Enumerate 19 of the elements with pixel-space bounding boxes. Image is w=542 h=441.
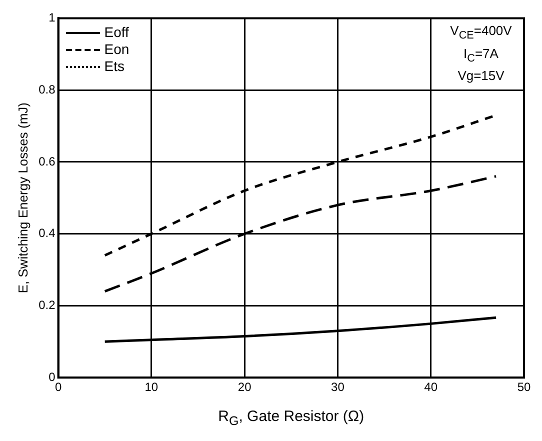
y-tick-label: 0.4: [38, 226, 56, 240]
annotation: I$_{C}$=7A: [462, 44, 500, 66]
x-tick-label: 10: [144, 380, 158, 394]
y-tick-label: 1: [48, 10, 56, 25]
x-tick-label: 50: [517, 380, 531, 394]
y-tick-label: 0.8: [38, 82, 56, 96]
x-tick-label: 20: [238, 380, 252, 394]
x-tick-label: 30: [331, 380, 345, 394]
y-tick-label: 0.6: [38, 154, 56, 168]
legend-label: Eon: [104, 41, 130, 58]
x-axis-title: R$_{G}$, Gate Resistor (Ω): [217, 408, 366, 428]
annotation: V$_{CE}$=400V: [449, 22, 513, 44]
y-tick-label: 0.2: [38, 298, 56, 312]
legend-label: Ets: [104, 58, 125, 76]
y-tick-label: 0: [48, 370, 56, 384]
x-tick-label: 40: [424, 380, 438, 394]
legend-label: Eoff: [104, 24, 129, 42]
annotation: Vg=15V: [456, 67, 506, 84]
y-axis-title: E, Switching Energy Losses (mJ): [15, 102, 30, 294]
